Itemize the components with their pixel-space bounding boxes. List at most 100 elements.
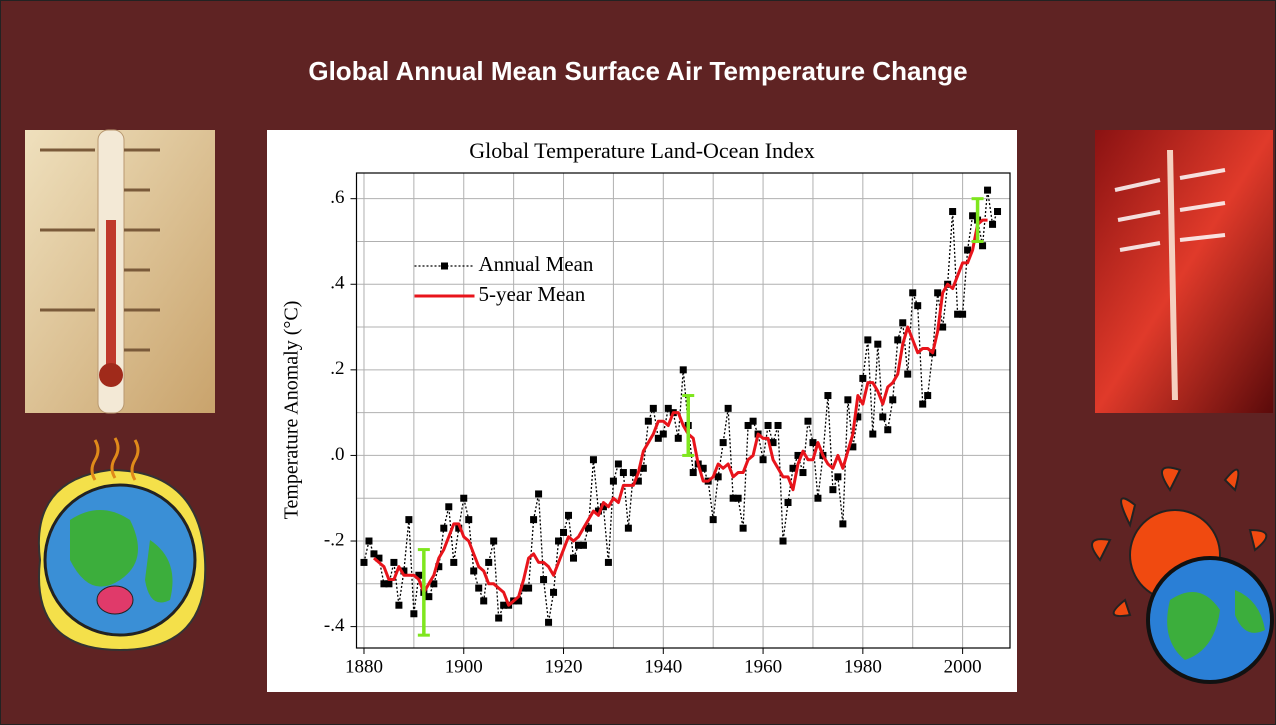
y-axis-label: Temperature Anomaly (°C) (281, 301, 303, 520)
data-point (834, 473, 842, 481)
data-point (674, 434, 682, 442)
data-point (545, 618, 553, 626)
data-point (714, 473, 722, 481)
data-point (829, 486, 837, 494)
x-tick-label: 1900 (445, 656, 483, 677)
data-point (859, 374, 867, 382)
data-point (415, 571, 423, 579)
data-point (574, 541, 582, 549)
error-bar (971, 197, 984, 243)
data-point (475, 584, 483, 592)
plot-area: -.4 -.2 .0 .2 .4 .6 1880 1900 1920 1940 1960 1980 20… (324, 172, 1011, 677)
data-point (550, 588, 558, 596)
data-point (764, 421, 772, 429)
x-tick-label: 1920 (545, 656, 583, 677)
data-point (994, 208, 1002, 216)
data-point (540, 576, 548, 584)
data-point (500, 601, 508, 609)
data-point (759, 456, 767, 464)
sweating-earth-image (37, 437, 207, 652)
x-tick-label: 1960 (744, 656, 782, 677)
data-point (490, 537, 498, 545)
data-point (959, 310, 967, 318)
data-point (430, 580, 438, 588)
data-point (924, 392, 932, 400)
data-point (749, 417, 757, 425)
data-point (809, 439, 817, 447)
data-point (789, 464, 797, 472)
data-point (839, 520, 847, 528)
data-point (699, 464, 707, 472)
data-point (445, 503, 453, 511)
data-point (604, 558, 612, 566)
data-point (894, 336, 902, 344)
data-point (794, 451, 802, 459)
data-point (844, 396, 852, 404)
data-point (979, 242, 987, 250)
data-point (804, 417, 812, 425)
chart-panel (267, 130, 1017, 692)
data-point (824, 392, 832, 400)
thermometer-image (25, 129, 215, 414)
data-point (949, 208, 957, 216)
error-bar (417, 548, 430, 637)
data-point (739, 524, 747, 532)
data-point (360, 558, 368, 566)
data-point (515, 597, 523, 605)
data-point (570, 554, 578, 562)
data-point (390, 558, 398, 566)
data-point (629, 469, 637, 477)
data-point (619, 469, 627, 477)
data-point (594, 507, 602, 515)
y-tick-label: .2 (330, 358, 344, 379)
data-point (495, 614, 503, 622)
data-point (814, 494, 822, 502)
data-point (939, 323, 947, 331)
x-tick-label: 1980 (844, 656, 882, 677)
data-point (634, 477, 642, 485)
x-tick-label: 1940 (644, 656, 682, 677)
data-point (864, 336, 872, 344)
data-point (664, 404, 672, 412)
data-point (555, 537, 563, 545)
error-bar (682, 394, 695, 457)
data-point (919, 400, 927, 408)
data-point (799, 469, 807, 477)
data-point (435, 563, 443, 571)
y-tick-label: .6 (330, 187, 344, 208)
legend-label: Annual Mean (479, 252, 594, 276)
data-point (584, 524, 592, 532)
data-point (450, 558, 458, 566)
data-point (734, 494, 742, 502)
series-line (372, 218, 988, 607)
data-point (535, 490, 543, 498)
data-point (614, 460, 622, 468)
data-point (395, 601, 403, 609)
data-point (589, 456, 597, 464)
data-point (954, 310, 962, 318)
data-point (480, 597, 488, 605)
data-point (849, 443, 857, 451)
data-point (425, 593, 433, 601)
data-point (989, 220, 997, 228)
data-point (969, 212, 977, 220)
data-point (460, 494, 468, 502)
data-point (719, 439, 727, 447)
legend-label: 5-year Mean (479, 282, 586, 306)
data-point (854, 413, 862, 421)
data-point (639, 464, 647, 472)
data-point (899, 319, 907, 327)
x-tick-label: 1880 (345, 656, 383, 677)
data-point (410, 610, 418, 618)
data-point (689, 469, 697, 477)
sun-earth-image (1091, 466, 1274, 684)
plot-frame (355, 172, 1011, 649)
data-point (525, 584, 533, 592)
y-tick-label: -.4 (324, 615, 345, 636)
data-point (455, 524, 463, 532)
data-point (644, 417, 652, 425)
data-point (779, 537, 787, 545)
data-point (565, 511, 573, 519)
